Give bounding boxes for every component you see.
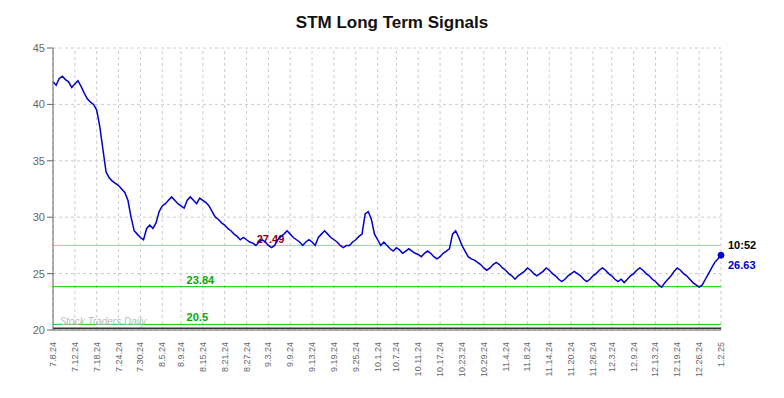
svg-text:25: 25 (33, 268, 45, 280)
svg-text:7.24.24: 7.24.24 (114, 342, 124, 372)
svg-text:45: 45 (33, 42, 45, 54)
svg-text:27.49: 27.49 (257, 233, 285, 245)
html-text:STM Long Term Signals: STM Long Term Signals (295, 13, 489, 32)
svg-text:10.17.24: 10.17.24 (435, 342, 445, 377)
svg-text:10.29.24: 10.29.24 (479, 342, 489, 377)
svg-text:12.19.24: 12.19.24 (672, 342, 682, 377)
svg-text:23.84: 23.84 (187, 274, 215, 286)
svg-text:35: 35 (33, 155, 45, 167)
svg-text:7.12.24: 7.12.24 (70, 342, 80, 372)
svg-text:12.13.24: 12.13.24 (650, 342, 660, 377)
svg-text:11.8.24: 11.8.24 (522, 342, 532, 371)
svg-text:9.25.24: 9.25.24 (351, 342, 361, 372)
svg-text:7.8.24: 7.8.24 (48, 342, 58, 367)
svg-text:10.1.24: 10.1.24 (373, 342, 383, 372)
svg-text:8.5.24: 8.5.24 (157, 342, 167, 367)
svg-text:8.9.24: 8.9.24 (176, 342, 186, 367)
svg-text:10:52: 10:52 (728, 239, 756, 251)
svg-text:30: 30 (33, 211, 45, 223)
svg-text:Stock Traders Daily: Stock Traders Daily (60, 316, 148, 327)
svg-text:11.4.24: 11.4.24 (501, 342, 511, 371)
svg-text:8.15.24: 8.15.24 (198, 342, 208, 372)
svg-text:12.26.24: 12.26.24 (694, 342, 704, 377)
svg-text:10.11.24: 10.11.24 (413, 342, 423, 376)
svg-text:8.21.24: 8.21.24 (220, 342, 230, 372)
svg-text:9.9.24: 9.9.24 (285, 342, 295, 367)
svg-text:1.2.25: 1.2.25 (716, 342, 726, 367)
svg-text:11.14.24: 11.14.24 (544, 342, 554, 376)
svg-text:20.5: 20.5 (187, 311, 208, 323)
svg-text:9.19.24: 9.19.24 (329, 342, 339, 372)
svg-text:11.20.24: 11.20.24 (566, 342, 576, 376)
svg-text:26.63: 26.63 (728, 259, 756, 271)
svg-text:20: 20 (33, 324, 45, 336)
svg-text:7.30.24: 7.30.24 (135, 342, 145, 372)
svg-text:10.7.24: 10.7.24 (391, 342, 401, 372)
svg-text:10.23.24: 10.23.24 (457, 342, 467, 377)
svg-text:7.18.24: 7.18.24 (92, 342, 102, 372)
svg-text:9.3.24: 9.3.24 (263, 342, 273, 367)
svg-text:12.3.24: 12.3.24 (607, 342, 617, 372)
svg-text:11.26.24: 11.26.24 (588, 342, 598, 376)
svg-text:8.27.24: 8.27.24 (242, 342, 252, 372)
svg-text:9.13.24: 9.13.24 (307, 342, 317, 372)
svg-text:40: 40 (33, 98, 45, 110)
svg-text:12.9.24: 12.9.24 (629, 342, 639, 372)
